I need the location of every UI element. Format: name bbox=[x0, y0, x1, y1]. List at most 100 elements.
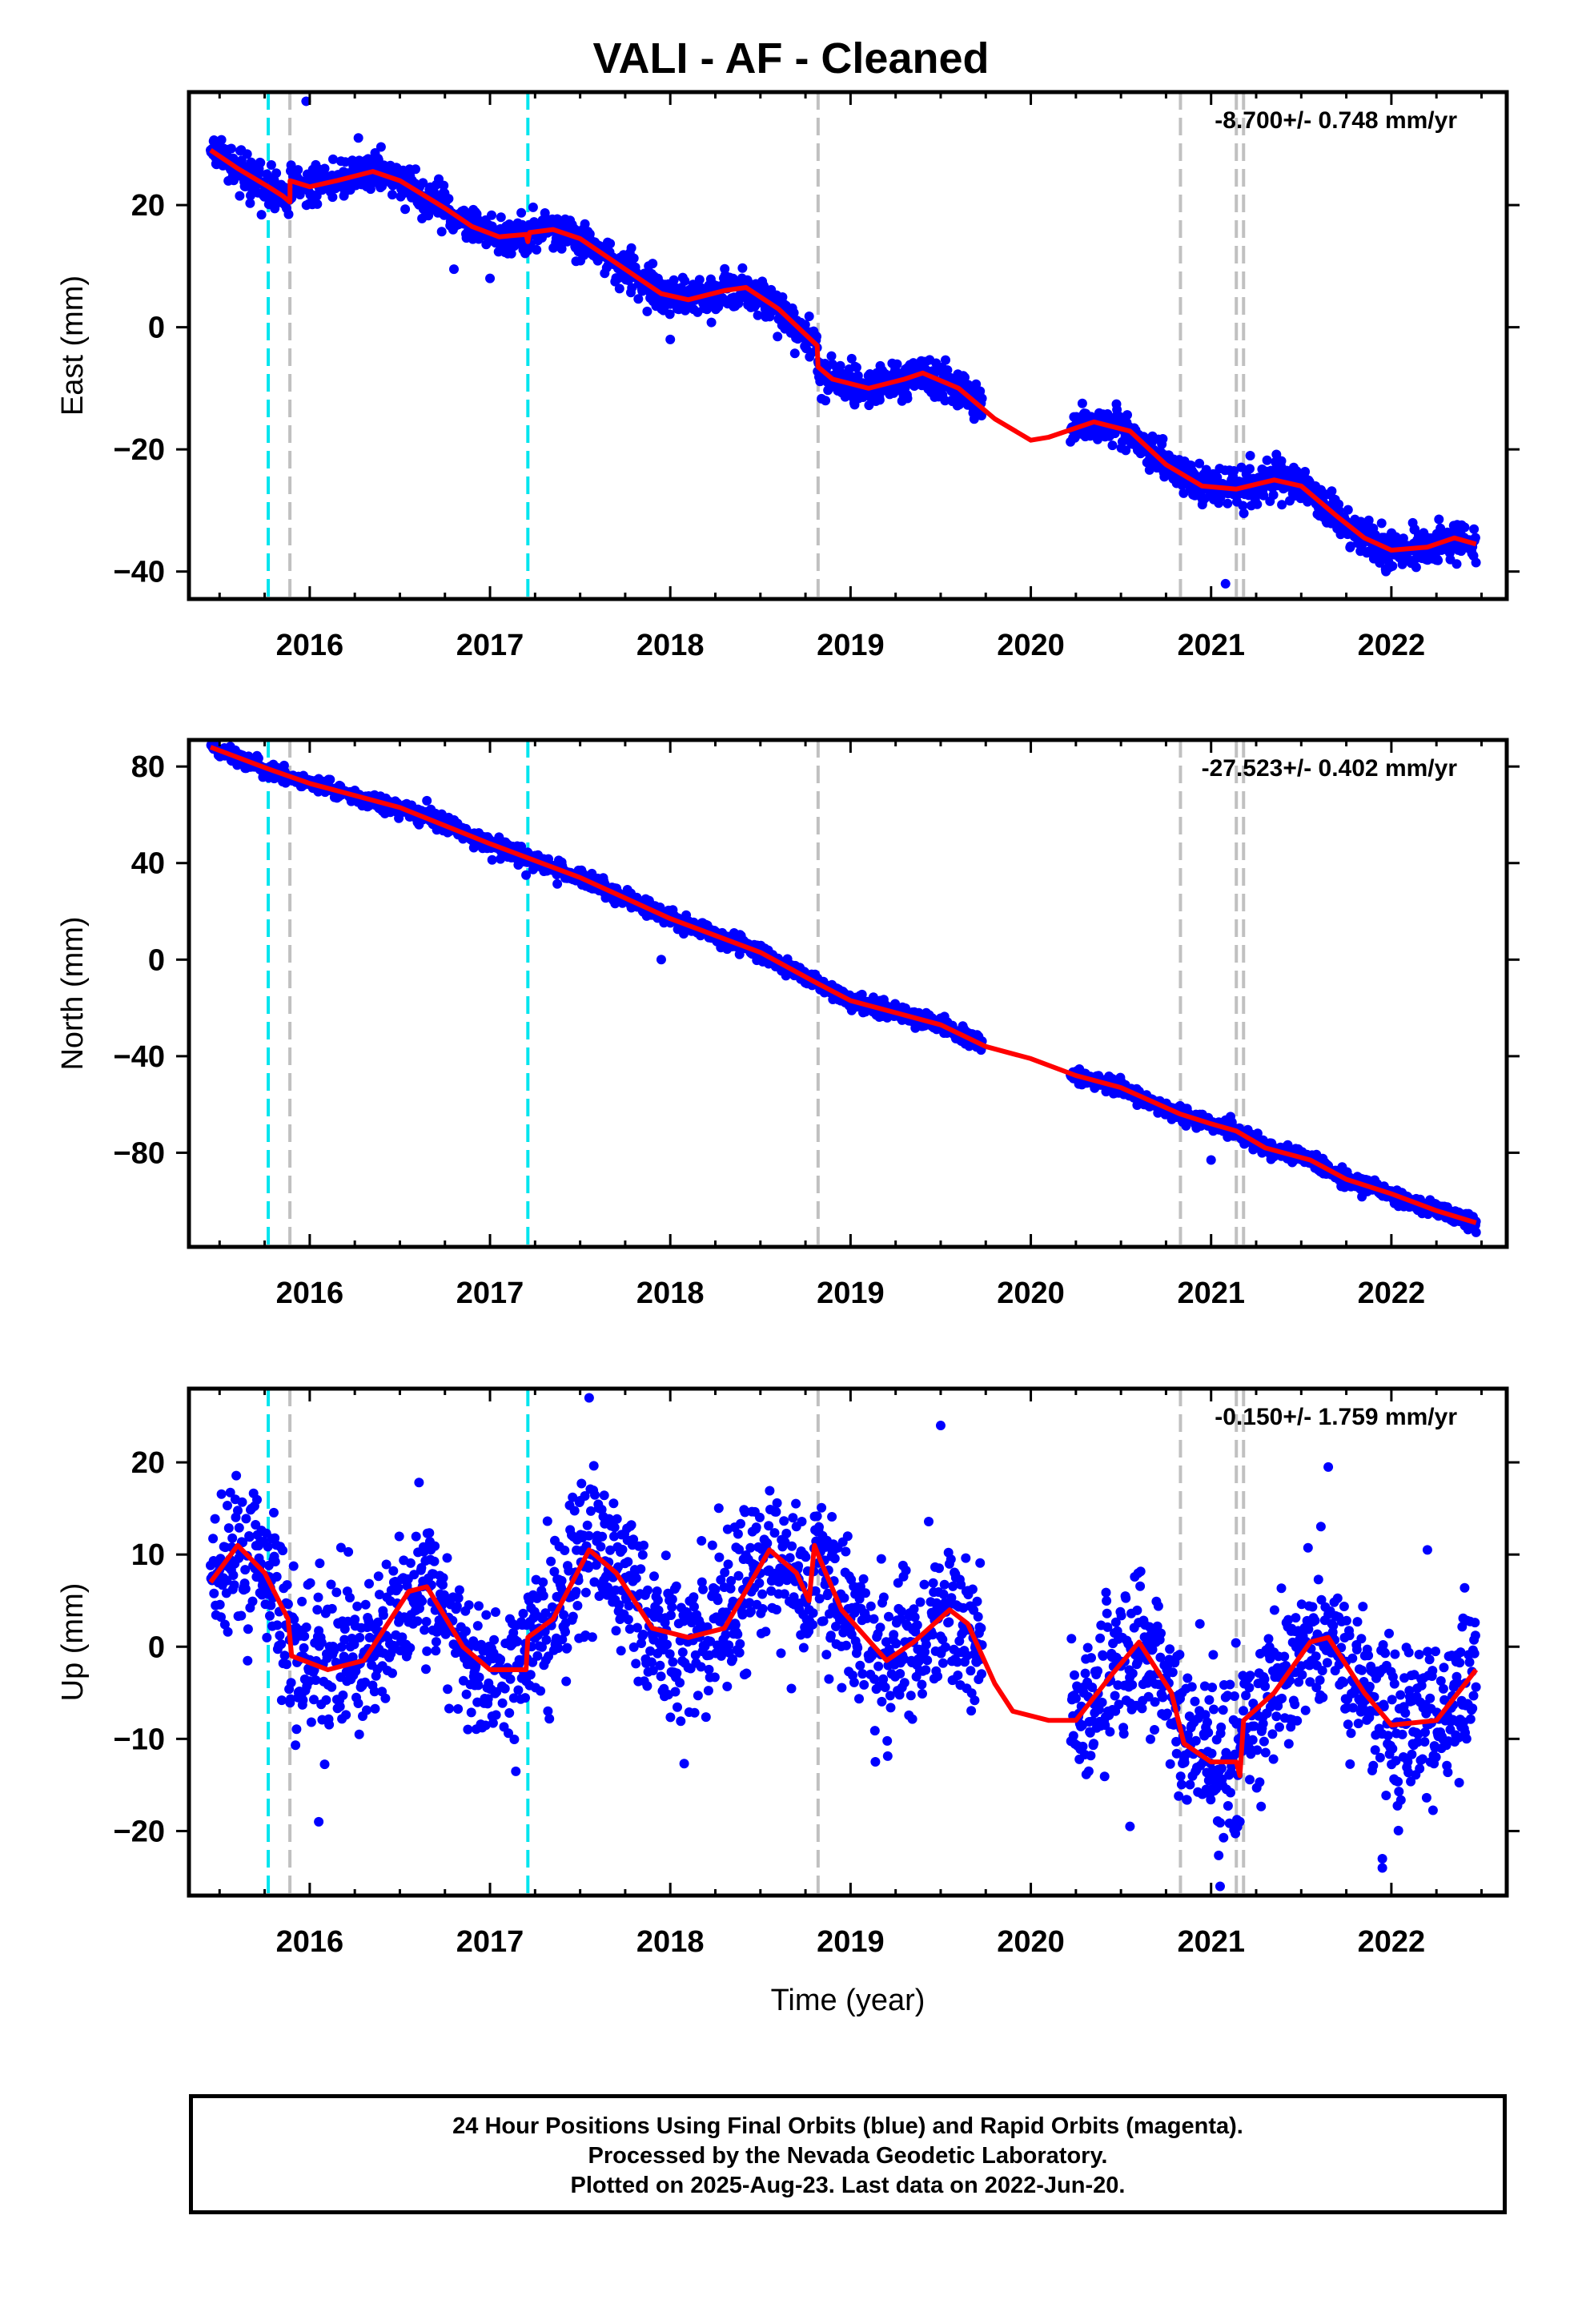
data-point bbox=[656, 955, 666, 965]
data-point bbox=[233, 1506, 243, 1516]
x-tick-label: 2016 bbox=[276, 629, 344, 662]
data-point bbox=[485, 273, 496, 283]
data-point bbox=[243, 1624, 253, 1634]
data-point bbox=[821, 396, 831, 406]
data-point bbox=[627, 283, 637, 293]
data-point bbox=[216, 1612, 226, 1622]
data-point bbox=[506, 248, 516, 259]
data-point bbox=[422, 795, 432, 806]
data-point bbox=[702, 304, 712, 315]
data-point bbox=[1201, 464, 1211, 475]
data-point bbox=[321, 1695, 331, 1705]
data-point bbox=[528, 202, 538, 212]
data-point bbox=[1077, 398, 1087, 408]
data-point bbox=[449, 264, 460, 275]
data-point bbox=[339, 1634, 350, 1645]
data-point bbox=[338, 1690, 348, 1700]
data-point bbox=[272, 1620, 283, 1630]
data-points bbox=[206, 1393, 1481, 1892]
data-point bbox=[580, 219, 590, 229]
data-point bbox=[1283, 1140, 1293, 1150]
data-point bbox=[940, 396, 950, 406]
data-point bbox=[276, 1639, 287, 1650]
data-point bbox=[960, 372, 970, 383]
x-tick-label: 2022 bbox=[1358, 1277, 1426, 1310]
data-point bbox=[418, 178, 428, 188]
data-point bbox=[312, 1605, 323, 1615]
y-axis-label: North (mm) bbox=[56, 916, 90, 1070]
data-point bbox=[276, 1695, 287, 1706]
data-point bbox=[282, 1580, 292, 1590]
data-point bbox=[405, 1642, 416, 1653]
x-tick-label: 2017 bbox=[456, 1277, 524, 1310]
data-point bbox=[375, 142, 386, 152]
data-point bbox=[977, 411, 986, 420]
data-point bbox=[251, 1520, 261, 1530]
chart-title: VALI - AF - Cleaned bbox=[592, 34, 990, 82]
data-point bbox=[1452, 559, 1462, 569]
data-point bbox=[421, 1617, 432, 1626]
data-point bbox=[516, 207, 527, 218]
data-point bbox=[411, 164, 420, 175]
data-point bbox=[504, 1708, 515, 1718]
x-tick-label: 2016 bbox=[276, 1277, 344, 1310]
panel-east: 2016 2017 2018 2019 2020 2021 2022−40−20020Eas… bbox=[56, 90, 1520, 662]
data-point bbox=[412, 1616, 423, 1626]
data-point bbox=[405, 1558, 416, 1568]
data-point bbox=[388, 1566, 399, 1576]
data-point bbox=[579, 250, 589, 260]
data-point bbox=[1469, 524, 1480, 534]
data-point bbox=[1277, 500, 1287, 510]
data-point bbox=[222, 1575, 232, 1586]
data-point bbox=[312, 199, 323, 209]
data-point bbox=[463, 1724, 473, 1735]
data-point bbox=[420, 1625, 430, 1635]
data-point bbox=[352, 1601, 363, 1611]
data-point bbox=[328, 154, 338, 164]
data-point bbox=[378, 1610, 388, 1620]
data-point bbox=[255, 168, 265, 178]
data-point bbox=[429, 1556, 440, 1566]
data-point bbox=[648, 259, 658, 269]
data-point bbox=[299, 1631, 310, 1642]
data-point bbox=[291, 1724, 302, 1735]
data-point bbox=[444, 1703, 454, 1714]
data-point bbox=[422, 1646, 432, 1656]
y-tick-label: 0 bbox=[148, 312, 165, 345]
data-point bbox=[1121, 445, 1131, 456]
data-point bbox=[362, 1705, 371, 1715]
data-point bbox=[269, 1507, 279, 1518]
data-point bbox=[393, 1582, 404, 1593]
data-point bbox=[252, 1494, 262, 1505]
data-point bbox=[247, 1596, 258, 1606]
y-tick-label: 20 bbox=[131, 189, 165, 223]
data-point bbox=[1471, 557, 1481, 568]
data-point bbox=[431, 1637, 441, 1647]
data-point bbox=[461, 1689, 472, 1699]
data-point bbox=[512, 1636, 523, 1647]
data-point bbox=[380, 1693, 391, 1703]
data-point bbox=[1245, 464, 1255, 474]
data-point bbox=[241, 1514, 251, 1524]
data-points bbox=[206, 96, 1481, 589]
data-point bbox=[846, 353, 857, 364]
data-point bbox=[436, 227, 447, 237]
data-point bbox=[483, 1694, 493, 1704]
data-point bbox=[395, 1646, 405, 1656]
data-point bbox=[1276, 456, 1287, 466]
data-point bbox=[416, 1562, 427, 1573]
data-point bbox=[439, 180, 449, 191]
data-point bbox=[1398, 533, 1408, 544]
y-tick-label: −40 bbox=[114, 556, 165, 589]
data-point bbox=[327, 192, 338, 203]
data-point bbox=[466, 1707, 476, 1718]
plot-area bbox=[206, 92, 1481, 599]
data-point bbox=[331, 1587, 342, 1598]
data-point bbox=[438, 1580, 448, 1590]
data-point bbox=[969, 414, 979, 424]
x-tick-label: 2018 bbox=[636, 1277, 705, 1310]
data-point bbox=[335, 1702, 345, 1711]
data-point bbox=[491, 1710, 501, 1720]
data-point bbox=[355, 1632, 365, 1642]
data-point bbox=[1245, 451, 1255, 460]
